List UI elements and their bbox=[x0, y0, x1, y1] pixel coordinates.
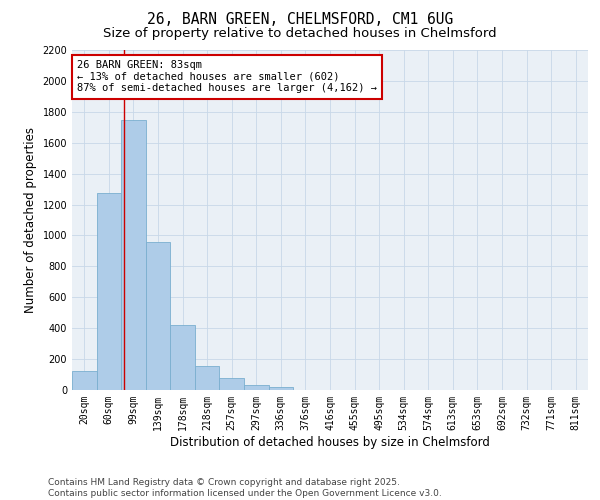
Bar bbox=[220, 378, 244, 390]
Bar bbox=[195, 366, 220, 390]
Bar bbox=[244, 384, 269, 390]
Text: Contains HM Land Registry data © Crown copyright and database right 2025.
Contai: Contains HM Land Registry data © Crown c… bbox=[48, 478, 442, 498]
Text: 26, BARN GREEN, CHELMSFORD, CM1 6UG: 26, BARN GREEN, CHELMSFORD, CM1 6UG bbox=[147, 12, 453, 28]
Bar bbox=[269, 387, 293, 390]
Text: 26 BARN GREEN: 83sqm
← 13% of detached houses are smaller (602)
87% of semi-deta: 26 BARN GREEN: 83sqm ← 13% of detached h… bbox=[77, 60, 377, 94]
Bar bbox=[97, 193, 121, 390]
Bar bbox=[121, 120, 146, 390]
Y-axis label: Number of detached properties: Number of detached properties bbox=[24, 127, 37, 313]
X-axis label: Distribution of detached houses by size in Chelmsford: Distribution of detached houses by size … bbox=[170, 436, 490, 448]
Bar bbox=[170, 325, 195, 390]
Bar bbox=[72, 372, 97, 390]
Text: Size of property relative to detached houses in Chelmsford: Size of property relative to detached ho… bbox=[103, 28, 497, 40]
Bar bbox=[146, 242, 170, 390]
